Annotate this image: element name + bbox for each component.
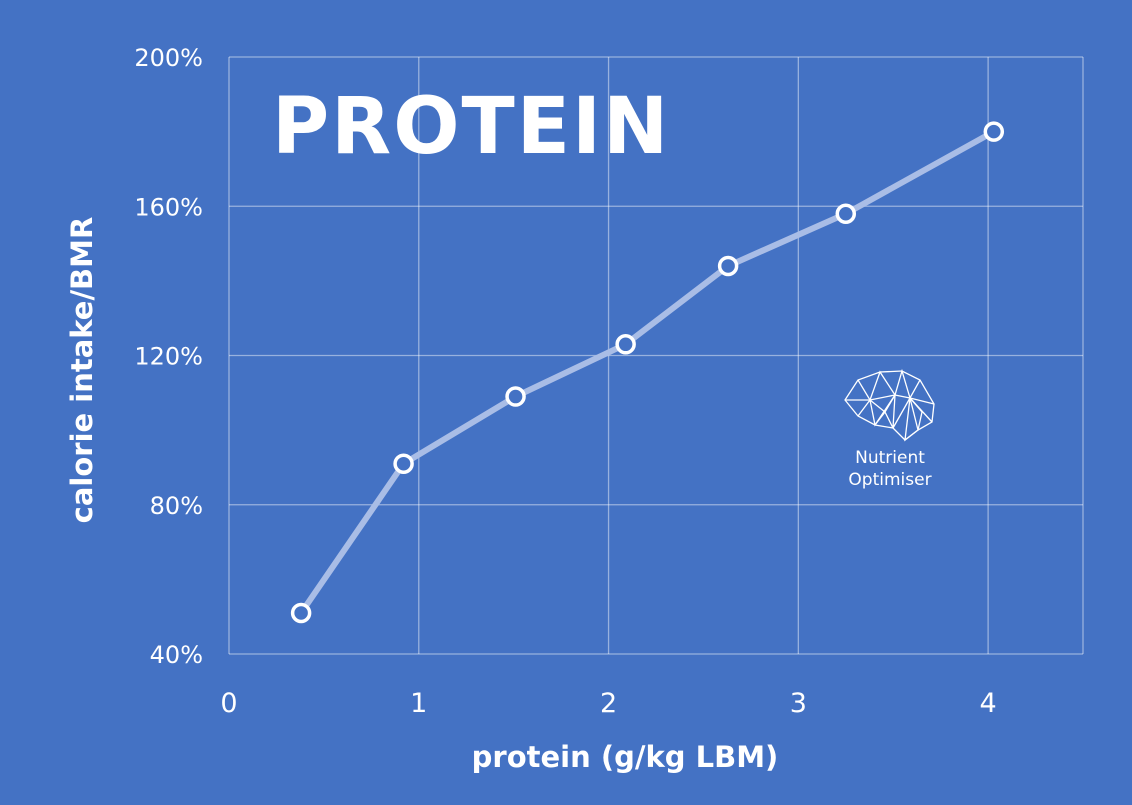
x-tick-label: 2 <box>600 688 617 719</box>
data-point <box>290 602 312 624</box>
x-tick-label: 4 <box>980 688 997 719</box>
data-point <box>505 386 526 407</box>
data-point <box>393 453 414 474</box>
y-tick-label: 160% <box>134 193 203 221</box>
chart-title: PROTEIN <box>272 82 671 172</box>
y-tick-label: 200% <box>134 44 203 72</box>
data-point <box>983 121 1005 142</box>
x-axis-label: protein (g/kg LBM) <box>471 740 779 774</box>
data-point <box>835 203 857 224</box>
x-tick-label: 3 <box>790 688 807 719</box>
y-axis-label: calorie intake/BMR <box>65 216 99 524</box>
logo-text-line1: Nutrient <box>855 448 925 468</box>
x-tick-label: 1 <box>410 688 427 719</box>
series-line <box>298 128 997 616</box>
y-tick-label: 40% <box>150 641 203 669</box>
y-tick-label: 80% <box>150 492 203 520</box>
x-tick-label: 0 <box>220 688 237 719</box>
data-point <box>717 255 739 277</box>
data-point <box>615 334 636 355</box>
logo-text-line2: Optimiser <box>848 470 932 490</box>
y-tick-label: 120% <box>134 343 203 371</box>
